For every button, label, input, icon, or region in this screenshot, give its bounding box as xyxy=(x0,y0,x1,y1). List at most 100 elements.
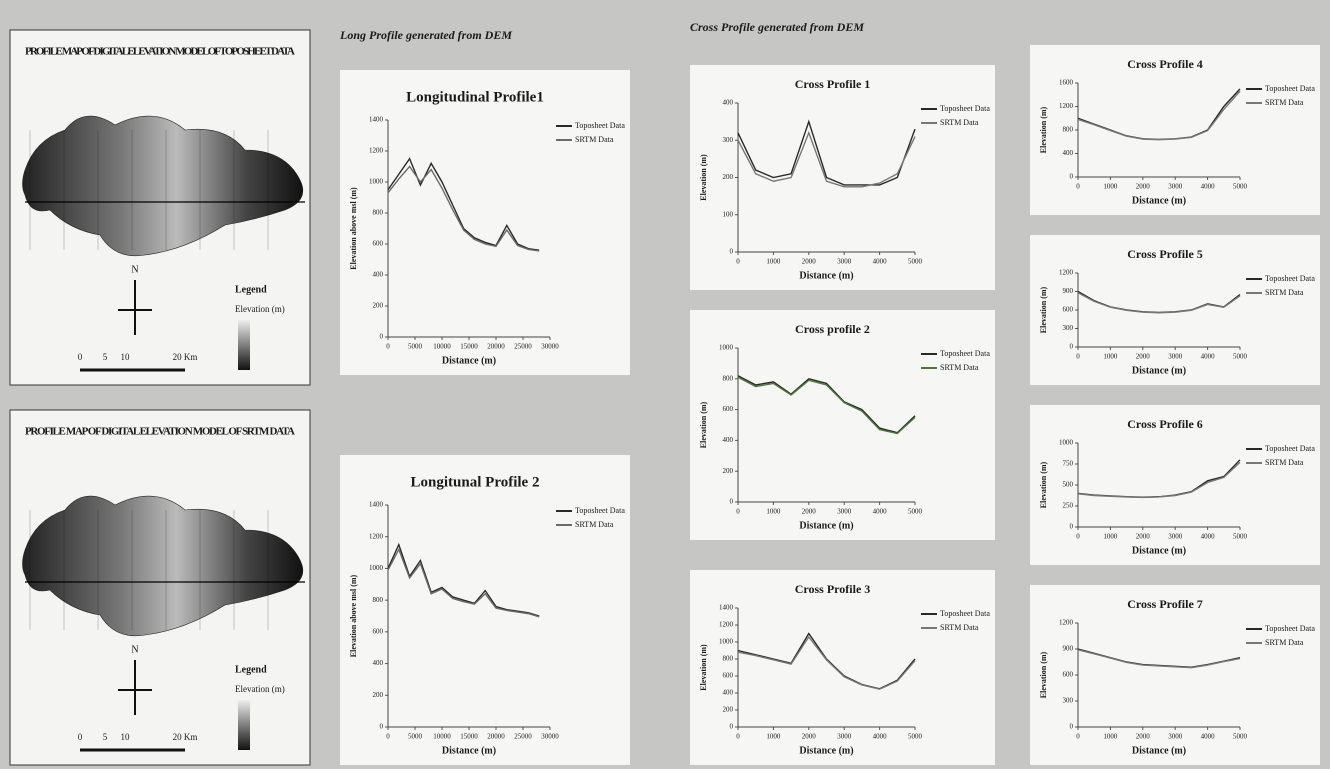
x-axis-label: Distance (m) xyxy=(799,270,853,281)
y-tick-label: 750 xyxy=(1063,460,1074,468)
y-tick-label: 400 xyxy=(723,99,734,107)
legend-title: Legend xyxy=(235,664,267,675)
y-tick-label: 1400 xyxy=(719,604,734,612)
scale-label: 0 xyxy=(78,732,83,742)
x-tick-label: 0 xyxy=(386,733,390,741)
y-tick-label: 800 xyxy=(373,596,384,604)
chart-title: Cross Profile 1 xyxy=(795,77,871,91)
y-tick-label: 1200 xyxy=(369,532,384,540)
x-tick-label: 3000 xyxy=(1168,533,1183,541)
y-tick-label: 1200 xyxy=(719,621,734,629)
y-tick-label: 500 xyxy=(1063,481,1074,489)
x-tick-label: 5000 xyxy=(1233,533,1248,541)
x-tick-label: 10000 xyxy=(433,733,451,741)
y-axis-label: Elevation (m) xyxy=(1039,106,1048,153)
chart: Longitudinal Profile10200400600800100012… xyxy=(340,70,630,375)
map-title: PROFILE MAP OF DIGITAL ELEVATION MODEL O… xyxy=(25,46,295,58)
y-tick-label: 800 xyxy=(723,374,734,382)
y-tick-label: 1600 xyxy=(1059,79,1074,87)
x-tick-label: 0 xyxy=(1076,183,1080,191)
y-tick-label: 0 xyxy=(730,248,734,256)
y-axis-label: Elevation (m) xyxy=(1039,286,1048,333)
x-tick-label: 3000 xyxy=(1168,353,1183,361)
chart-title: Cross Profile 5 xyxy=(1127,247,1203,261)
y-tick-label: 250 xyxy=(1063,502,1074,510)
chart-panel xyxy=(690,310,995,540)
chart-title: Cross Profile 4 xyxy=(1127,57,1203,71)
x-tick-label: 2000 xyxy=(1136,533,1151,541)
x-tick-label: 3000 xyxy=(837,258,852,266)
y-tick-label: 1200 xyxy=(369,147,384,155)
y-tick-label: 200 xyxy=(723,173,734,181)
x-tick-label: 30000 xyxy=(541,343,559,351)
legend-ramp xyxy=(238,320,250,370)
x-tick-label: 1000 xyxy=(1103,183,1118,191)
y-tick-label: 300 xyxy=(1063,324,1074,332)
x-tick-label: 0 xyxy=(736,508,740,516)
chart: Cross Profile 60250500750100001000200030… xyxy=(1030,405,1320,565)
y-tick-label: 300 xyxy=(1063,697,1074,705)
x-tick-label: 3000 xyxy=(837,733,852,741)
y-tick-label: 200 xyxy=(373,691,384,699)
x-tick-label: 2000 xyxy=(802,508,817,516)
x-tick-label: 0 xyxy=(736,733,740,741)
x-axis-label: Distance (m) xyxy=(1132,365,1186,376)
y-axis-label: Elevation (m) xyxy=(1039,461,1048,508)
legend-subtitle: Elevation (m) xyxy=(235,684,285,694)
x-tick-label: 5000 xyxy=(1233,353,1248,361)
map-title: PROFILE MAP OF DIGITAL ELEVATION MODEL O… xyxy=(25,426,295,438)
x-tick-label: 1000 xyxy=(1103,353,1118,361)
y-tick-label: 1000 xyxy=(369,564,384,572)
scale-label: 10 xyxy=(121,732,131,742)
y-tick-label: 0 xyxy=(1070,343,1074,351)
x-axis-label: Distance (m) xyxy=(799,745,853,756)
x-axis-label: Distance (m) xyxy=(1132,745,1186,756)
legend-label: SRTM Data xyxy=(1265,638,1304,647)
y-tick-label: 400 xyxy=(723,436,734,444)
x-tick-label: 1000 xyxy=(766,733,781,741)
y-tick-label: 0 xyxy=(730,723,734,731)
y-tick-label: 0 xyxy=(1070,723,1074,731)
legend-label: Toposheet Data xyxy=(1265,274,1315,283)
scale-label: 20 Km xyxy=(173,352,198,362)
y-tick-label: 200 xyxy=(373,302,384,310)
legend-label: SRTM Data xyxy=(575,520,614,529)
chart-panel xyxy=(340,455,630,765)
y-tick-label: 600 xyxy=(1063,306,1074,314)
chart-title: Cross profile 2 xyxy=(795,322,870,336)
chart-title: Cross Profile 3 xyxy=(795,582,871,596)
chart-title: Cross Profile 7 xyxy=(1127,597,1203,611)
y-tick-label: 1000 xyxy=(1059,439,1074,447)
y-tick-label: 400 xyxy=(373,659,384,667)
legend-label: Toposheet Data xyxy=(1265,624,1315,633)
x-tick-label: 1000 xyxy=(1103,733,1118,741)
section-header: Cross Profile generated from DEM xyxy=(690,20,864,34)
x-tick-label: 15000 xyxy=(460,733,478,741)
x-tick-label: 0 xyxy=(1076,733,1080,741)
scale-label: 10 xyxy=(121,352,131,362)
x-tick-label: 2000 xyxy=(1136,183,1151,191)
x-tick-label: 15000 xyxy=(460,343,478,351)
legend-label: Toposheet Data xyxy=(940,104,990,113)
y-tick-label: 600 xyxy=(373,240,384,248)
section-header: Long Profile generated from DEM xyxy=(339,28,512,42)
y-tick-label: 1000 xyxy=(719,638,734,646)
y-tick-label: 900 xyxy=(1063,287,1074,295)
x-tick-label: 0 xyxy=(386,343,390,351)
page: Long Profile generated from DEM Cross Pr… xyxy=(0,0,1330,769)
x-tick-label: 5000 xyxy=(908,733,923,741)
y-axis-label: Elevation (m) xyxy=(1039,651,1048,698)
x-axis-label: Distance (m) xyxy=(442,745,496,756)
x-tick-label: 4000 xyxy=(1201,353,1216,361)
legend-label: Toposheet Data xyxy=(940,349,990,358)
x-tick-label: 5000 xyxy=(908,258,923,266)
x-tick-label: 10000 xyxy=(433,343,451,351)
north-label: N xyxy=(131,264,138,275)
y-tick-label: 1200 xyxy=(1059,269,1074,277)
legend-label: Toposheet Data xyxy=(575,506,625,515)
y-tick-label: 1200 xyxy=(1059,619,1074,627)
x-tick-label: 3000 xyxy=(1168,733,1183,741)
chart: Cross Profile 10100200300400010002000300… xyxy=(690,65,995,290)
chart-panel xyxy=(340,70,630,375)
x-tick-label: 5000 xyxy=(408,733,423,741)
